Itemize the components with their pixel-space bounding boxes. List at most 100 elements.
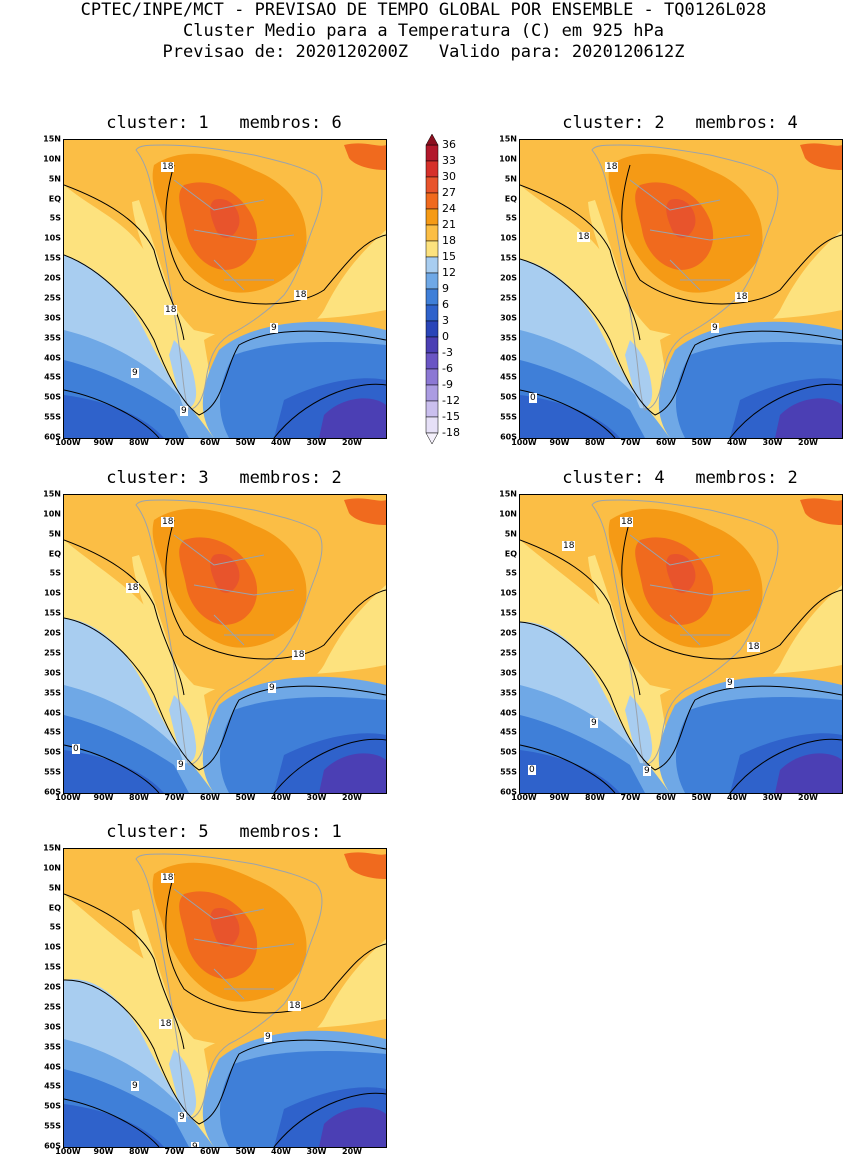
lat-tick-label: 35S: [500, 333, 517, 343]
lat-tick-label: 25S: [500, 648, 517, 658]
country-borders: [629, 179, 751, 291]
lat-tick-label: 50S: [44, 1101, 61, 1111]
lat-tick-label: 10N: [499, 154, 517, 164]
contour-label: 18: [577, 232, 591, 242]
colorbar-label: 6: [442, 298, 449, 311]
lat-tick-label: 15S: [500, 608, 517, 618]
lon-axis: 100W 90W 80W 70W 60W 50W 40W 30W 20W: [55, 1147, 385, 1159]
colorbar-swatch: [425, 336, 439, 354]
lat-tick-label: 35S: [44, 688, 61, 698]
colorbar-label: -12: [442, 394, 460, 407]
contour-label: 9: [177, 760, 185, 770]
temperature-field: [64, 849, 386, 1147]
lat-axis: 15N 10N 5N EQ 5S 10S 15S 20S 25S 30S 35S 40S 45S 50S 5…: [479, 490, 517, 797]
panel-title: cluster: 4 membros: 2: [562, 468, 798, 488]
lon-tick-label: 50W: [235, 793, 256, 802]
lon-tick-label: 60W: [200, 1147, 220, 1156]
lat-tick-label: 35S: [44, 1042, 61, 1052]
colorbar-swatch: [425, 320, 439, 338]
colorbar-swatch: [425, 224, 439, 242]
lat-tick-label: 15S: [500, 253, 517, 263]
lat-tick-label: 40S: [44, 708, 61, 718]
lon-axis: 100W 90W 80W 70W 60W 50W 40W 30W 20W: [511, 793, 841, 805]
lat-tick-label: 25S: [44, 648, 61, 658]
lon-tick-label: 80W: [129, 438, 149, 447]
lat-tick-label: 45S: [44, 727, 61, 737]
lon-axis: 100W 90W 80W 70W 60W 50W 40W 30W 20W: [55, 438, 385, 450]
colorbar-label: 30: [442, 170, 456, 183]
lon-tick-label: 90W: [549, 438, 570, 447]
lat-tick-label: 30S: [44, 1022, 61, 1032]
contour-label: 9: [178, 1112, 186, 1122]
lon-tick-label: 50W: [691, 793, 712, 802]
country-borders: [173, 534, 295, 646]
header-line-3: Previsao de: 2020120200Z Valido para: 20…: [162, 42, 685, 62]
lat-tick-label: 10S: [44, 588, 61, 598]
lat-tick-label: 5S: [49, 922, 61, 932]
lat-tick-label: 15N: [43, 489, 61, 499]
cluster-map: 18 18 18 9 0: [519, 139, 843, 439]
lat-tick-label: 15S: [44, 608, 61, 618]
lon-tick-label: 90W: [549, 793, 570, 802]
lat-tick-label: 10N: [43, 154, 61, 164]
colorbar-label: 0: [442, 330, 449, 343]
lat-tick-label: 10N: [499, 509, 517, 519]
lat-tick-label: 5N: [504, 529, 517, 539]
lon-tick-label: 100W: [55, 438, 81, 447]
contour-label: 9: [711, 323, 719, 333]
lon-tick-label: 90W: [93, 793, 114, 802]
colorbar-swatch: [425, 304, 439, 322]
contour-label: 9: [131, 368, 139, 378]
lon-tick-label: 100W: [55, 1147, 81, 1156]
lat-tick-label: 50S: [500, 747, 517, 757]
cluster-map: 18 18 18 9 9 0: [63, 494, 387, 794]
contour-label: 18: [126, 583, 140, 593]
lon-tick-label: 30W: [306, 438, 327, 447]
lat-tick-label: 5S: [49, 568, 61, 578]
lon-tick-label: 60W: [200, 438, 220, 447]
colorbar-label: 21: [442, 218, 456, 231]
lat-tick-label: 20S: [500, 628, 517, 638]
contour-label: 18: [161, 873, 175, 883]
contour-label: 18: [562, 541, 576, 551]
lat-tick-label: 50S: [500, 392, 517, 402]
lat-tick-label: 10S: [500, 233, 517, 243]
lat-tick-label: 40S: [44, 353, 61, 363]
lat-tick-label: EQ: [504, 194, 517, 204]
lon-tick-label: 20W: [798, 793, 818, 802]
colorbar-label: 36: [442, 138, 456, 151]
colorbar-label: -9: [442, 378, 453, 391]
colorbar-label: 3: [442, 314, 449, 327]
lon-tick-label: 30W: [306, 793, 327, 802]
lat-tick-label: EQ: [504, 549, 517, 559]
country-borders: [173, 888, 295, 1000]
lon-tick-label: 100W: [55, 793, 81, 802]
temperature-field: [64, 495, 386, 793]
contour-label: 18: [294, 290, 308, 300]
contour-label: 9: [264, 1032, 272, 1042]
colorbar: 36 33 30 27 24 21 18 15 12 9 6 3 0 -3 -6 -9 -12 -15 -18: [422, 134, 472, 444]
colorbar-label: -6: [442, 362, 453, 375]
colorbar-swatch: [425, 160, 439, 178]
lon-tick-label: 80W: [129, 1147, 149, 1156]
lon-tick-label: 60W: [656, 793, 676, 802]
panel-title: cluster: 3 membros: 2: [106, 468, 342, 488]
colorbar-label: -18: [442, 426, 460, 439]
colorbar-swatch: [425, 208, 439, 226]
lat-tick-label: 55S: [44, 412, 61, 422]
lat-tick-label: 5S: [505, 213, 517, 223]
lat-tick-label: 20S: [500, 273, 517, 283]
colorbar-swatch: [425, 192, 439, 210]
contour-label: 18: [159, 1019, 173, 1029]
lon-tick-label: 40W: [271, 1147, 291, 1156]
continent-outline: [135, 853, 323, 1120]
continent-outline: [591, 499, 779, 766]
continent-outline: [135, 499, 323, 766]
contour-label: 18: [292, 650, 306, 660]
colorbar-label: 27: [442, 186, 456, 199]
lon-tick-label: 20W: [342, 793, 362, 802]
colorbar-label: 33: [442, 154, 456, 167]
panel-title: cluster: 5 membros: 1: [106, 822, 342, 842]
lat-tick-label: 10S: [44, 942, 61, 952]
lat-tick-label: 35S: [44, 333, 61, 343]
